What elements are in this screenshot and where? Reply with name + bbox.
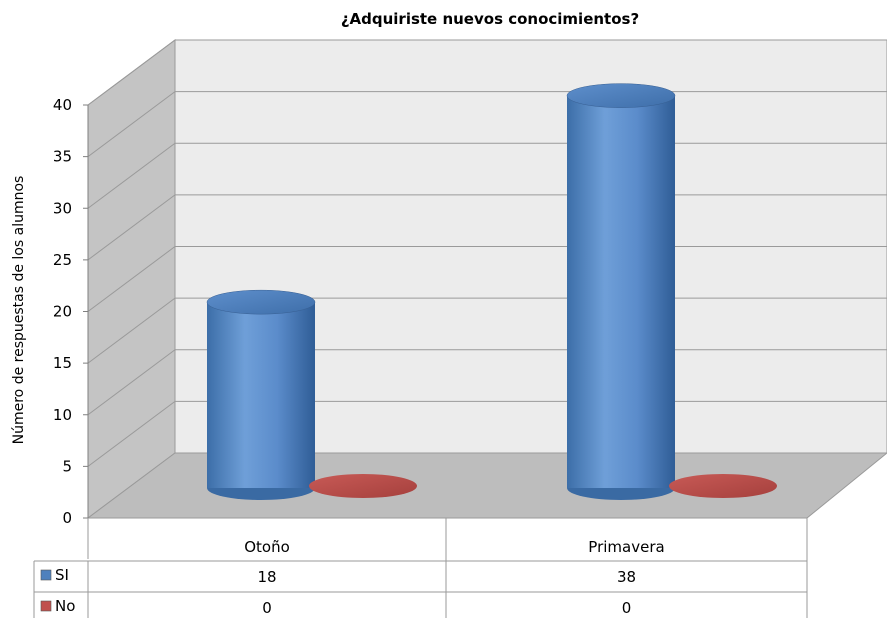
- bar-body: [567, 95, 675, 489]
- legend-label-no: No: [55, 597, 75, 615]
- gridline-side-8: [87, 39, 176, 106]
- table-value-si-1: 38: [617, 568, 636, 586]
- y-axis: 0 5 10 15 20 25 30 35 40: [53, 96, 89, 527]
- bar-no-0: [309, 474, 417, 498]
- legend-label-si: SI: [55, 566, 69, 584]
- gridline-side-1: [87, 400, 176, 467]
- bar-si-0: [206, 289, 316, 500]
- bars: [206, 83, 777, 500]
- legend-swatch-si: [40, 569, 52, 581]
- gridline-side-4: [87, 246, 176, 312]
- gridline-side-2: [87, 349, 176, 416]
- bar-cap: [566, 83, 676, 108]
- bar-body: [207, 302, 315, 488]
- gridline-side-7: [87, 91, 176, 158]
- data-table: Otoño Primavera SI 18 38 No 0 0: [33, 518, 808, 618]
- y-tick-label-2: 10: [53, 406, 72, 424]
- y-tick-label-8: 40: [53, 96, 72, 114]
- y-tick-label-4: 20: [53, 303, 72, 321]
- y-tick-label-5: 25: [53, 251, 72, 269]
- y-axis-label: Número de respuestas de los alumnos: [11, 176, 27, 445]
- chart-title: ¿Adquiriste nuevos conocimientos?: [341, 10, 639, 28]
- bar-si-1: [566, 83, 676, 500]
- table-value-no-1: 0: [622, 599, 632, 617]
- gridline-side-6: [87, 142, 176, 209]
- table-value-no-0: 0: [262, 599, 272, 617]
- table-value-si-0: 18: [257, 568, 276, 586]
- bar-flat-disc: [309, 474, 417, 498]
- table-category-1: Primavera: [588, 538, 664, 556]
- y-tick-label-0: 0: [62, 509, 72, 527]
- bar-flat-disc: [669, 474, 777, 498]
- gridline-side-3: [87, 297, 176, 364]
- bar-cap: [206, 289, 316, 315]
- legend-swatch-no: [40, 600, 52, 612]
- y-tick-label-3: 15: [53, 354, 72, 372]
- y-tick-label-7: 35: [53, 148, 72, 166]
- table-category-0: Otoño: [244, 538, 290, 556]
- y-tick-label-1: 5: [62, 457, 72, 475]
- bar-no-1: [669, 474, 777, 498]
- gridline-side-5: [87, 194, 176, 261]
- y-tick-label-6: 30: [53, 199, 72, 217]
